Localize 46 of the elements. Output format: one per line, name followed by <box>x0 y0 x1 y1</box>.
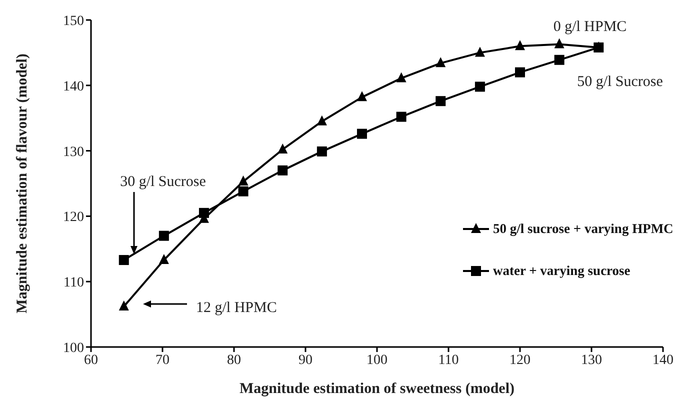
point <box>515 67 525 78</box>
point <box>278 143 288 154</box>
point <box>238 176 248 186</box>
point <box>238 186 248 196</box>
point <box>356 91 367 102</box>
point <box>118 255 129 266</box>
point <box>316 146 327 156</box>
point <box>198 208 209 218</box>
point <box>474 46 485 57</box>
x-axis-title: Magnitude estimation of sweetness (model) <box>240 381 514 397</box>
annotation: 12 g/l HPMC <box>196 300 277 316</box>
point <box>118 300 129 310</box>
x-tick-label: 120 <box>510 352 530 368</box>
x-tick-label: 80 <box>227 352 241 368</box>
x-tick-label: 70 <box>156 352 170 368</box>
point <box>316 115 327 126</box>
legend-label: water + varying sucrose <box>493 263 630 279</box>
y-axis-title: Magnitude estimation of flavour (model) <box>14 54 30 314</box>
point <box>515 40 525 50</box>
x-tick-label: 110 <box>438 352 459 368</box>
point <box>396 112 406 122</box>
x-tick-label: 90 <box>298 352 312 368</box>
point <box>356 128 367 139</box>
y-tick-label: 120 <box>63 210 84 226</box>
y-tick-label: 100 <box>63 340 84 356</box>
y-tick-label: 140 <box>63 79 84 94</box>
annotation: 0 g/l HPMC <box>553 19 627 35</box>
y-tick-label: 130 <box>63 144 84 160</box>
legend-label: 50 g/l sucrose + varying HPMC <box>493 221 674 237</box>
point <box>554 38 564 48</box>
x-tick-label: 100 <box>366 352 388 368</box>
point <box>158 230 169 241</box>
point <box>436 57 446 68</box>
annotation: 50 g/l Sucrose <box>577 74 664 90</box>
point <box>474 82 485 92</box>
y-tick-label: 150 <box>63 14 84 29</box>
point <box>158 254 169 264</box>
annotation: 30 g/l Sucrose <box>120 174 206 190</box>
y-tick-label: 110 <box>64 276 84 291</box>
x-tick-label: 130 <box>581 352 602 368</box>
x-tick-label: 60 <box>84 352 98 368</box>
x-tick-label: 140 <box>652 352 674 368</box>
point <box>436 96 446 106</box>
point <box>396 72 406 82</box>
point <box>278 165 288 176</box>
point <box>554 54 564 65</box>
